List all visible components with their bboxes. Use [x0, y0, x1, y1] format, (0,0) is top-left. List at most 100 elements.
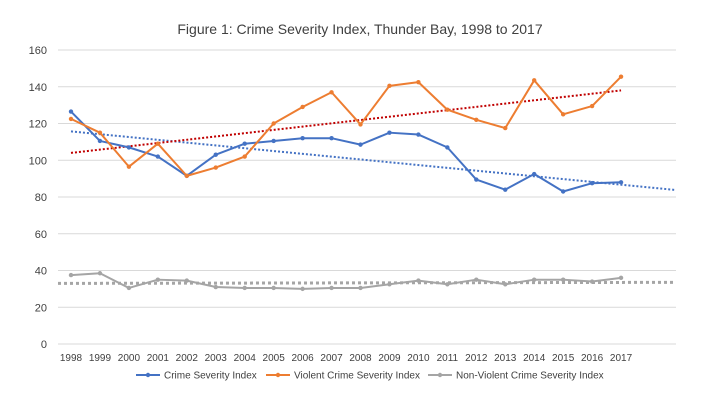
- x-tick-label: 2005: [263, 353, 286, 364]
- x-tick-label: 2014: [523, 353, 546, 364]
- data-point: [155, 141, 161, 146]
- data-point: [242, 141, 247, 146]
- data-point: [97, 138, 103, 144]
- x-axis-ticks: 1998 1999 2000 2001 2002 2003 2004 2005 2006 2007…: [60, 353, 633, 364]
- data-point: [589, 103, 595, 109]
- data-point: [589, 279, 595, 284]
- data-point: [68, 116, 74, 122]
- chart-title: Figure 1: Crime Severity Index, Thunder …: [177, 21, 542, 37]
- data-point: [155, 154, 161, 159]
- x-tick-label: 2001: [147, 353, 170, 364]
- data-point: [329, 285, 334, 291]
- x-tick-label: 2016: [581, 353, 604, 364]
- x-tick-label: 2017: [610, 353, 633, 364]
- data-point: [213, 165, 218, 170]
- data-point: [213, 284, 218, 290]
- data-point: [68, 272, 74, 278]
- x-tick-label: 2011: [437, 353, 459, 364]
- y-tick-label: 60: [35, 229, 47, 241]
- data-point: [474, 177, 479, 182]
- data-point: [445, 107, 450, 112]
- x-tick-label: 2015: [552, 353, 575, 364]
- y-tick-label: 120: [29, 119, 47, 131]
- y-tick-label: 100: [29, 155, 47, 167]
- data-point: [271, 138, 276, 144]
- y-axis-ticks: 0 20 40 60 80 100 120 140 160: [29, 45, 47, 351]
- series-line-2: [70, 75, 622, 177]
- y-tick-label: 20: [35, 302, 47, 314]
- data-point: [387, 282, 392, 287]
- x-tick-label: 1998: [60, 353, 83, 364]
- legend-marker: [437, 372, 443, 378]
- x-tick-label: 2008: [349, 353, 372, 364]
- y-tick-label: 0: [41, 339, 47, 351]
- x-tick-label: 2002: [176, 353, 199, 364]
- legend-marker: [145, 372, 151, 378]
- data-point: [503, 125, 508, 131]
- data-point: [560, 112, 566, 117]
- data-point: [126, 145, 132, 150]
- y-tick-label: 160: [29, 45, 47, 57]
- x-tick-label: 2012: [465, 353, 488, 364]
- series-lines: [68, 74, 624, 292]
- x-tick-label: 2009: [378, 353, 401, 364]
- data-point: [416, 79, 421, 85]
- data-point: [445, 145, 450, 150]
- data-point: [155, 277, 161, 282]
- data-point: [560, 277, 566, 282]
- data-point: [416, 278, 421, 283]
- data-point: [560, 189, 566, 194]
- data-point: [300, 136, 305, 141]
- series-line-1: [70, 110, 622, 193]
- x-tick-label: 2010: [407, 353, 430, 364]
- data-point: [68, 109, 74, 114]
- data-point: [329, 136, 334, 141]
- x-tick-label: 2000: [118, 353, 141, 364]
- x-tick-label: 2013: [494, 353, 517, 364]
- x-tick-label: 2003: [205, 353, 228, 364]
- legend-label: Non-Violent Crime Severity Index: [456, 371, 604, 382]
- data-point: [387, 83, 392, 89]
- data-point: [474, 277, 479, 282]
- data-point: [329, 90, 334, 95]
- data-point: [184, 173, 189, 179]
- data-point: [97, 130, 103, 135]
- data-point: [532, 171, 537, 177]
- gridlines: [58, 49, 676, 345]
- legend: Crime Severity Index Violent Crime Severi…: [136, 371, 604, 382]
- data-point: [474, 117, 479, 123]
- series-line-3: [70, 272, 622, 290]
- data-point: [242, 154, 247, 159]
- data-point: [532, 277, 537, 282]
- data-point: [503, 187, 508, 192]
- data-point: [300, 286, 305, 292]
- data-point: [618, 275, 624, 281]
- y-tick-label: 40: [35, 266, 47, 278]
- data-point: [126, 285, 132, 291]
- data-point: [184, 278, 189, 283]
- legend-marker: [275, 372, 281, 378]
- data-point: [213, 152, 218, 157]
- data-point: [271, 285, 276, 291]
- data-point: [589, 181, 595, 186]
- data-point: [618, 180, 624, 185]
- data-point: [445, 282, 450, 287]
- data-point: [503, 282, 508, 287]
- trendlines: [57, 89, 677, 285]
- x-tick-label: 2004: [234, 353, 257, 364]
- legend-label: Violent Crime Severity Index: [294, 371, 420, 382]
- y-tick-label: 80: [35, 192, 47, 204]
- trendline-2: [70, 89, 622, 154]
- data-point: [271, 121, 276, 126]
- data-point: [532, 78, 537, 83]
- data-point: [358, 122, 363, 127]
- trendline-3: [57, 280, 677, 285]
- data-point: [300, 104, 305, 110]
- data-point: [358, 142, 363, 147]
- y-tick-label: 140: [29, 82, 47, 94]
- data-point: [97, 271, 103, 276]
- x-tick-label: 2006: [291, 353, 314, 364]
- x-tick-label: 2007: [320, 353, 343, 364]
- data-point: [387, 130, 392, 135]
